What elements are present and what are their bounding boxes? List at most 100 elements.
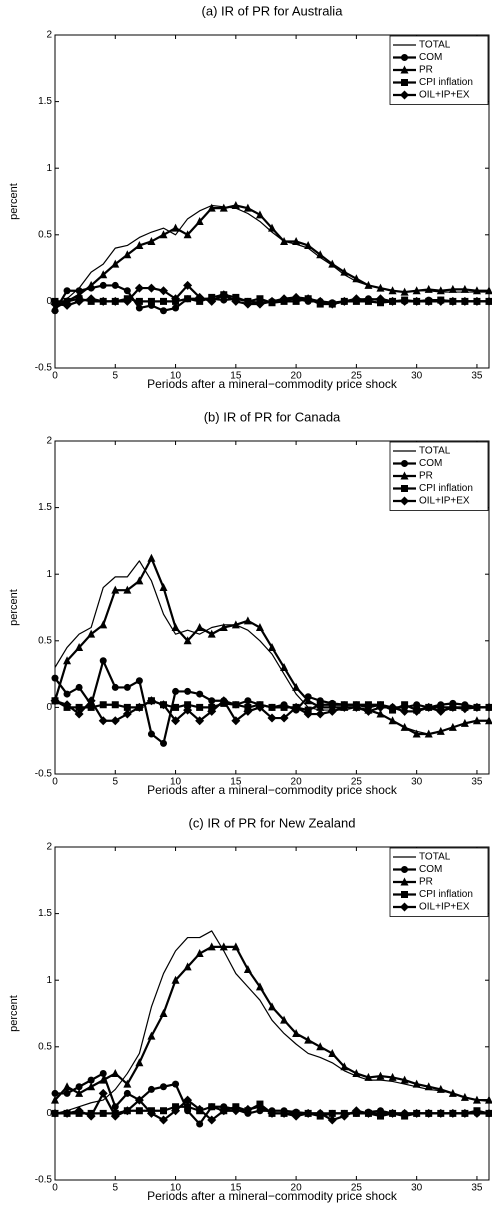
marker-square xyxy=(135,1107,143,1115)
marker-diamond xyxy=(484,296,492,306)
marker-diamond xyxy=(255,702,265,712)
marker-diamond xyxy=(231,1106,241,1116)
x-tick-label: 5 xyxy=(112,1183,118,1194)
marker-triangle xyxy=(171,622,180,631)
marker-diamond xyxy=(363,706,373,716)
marker-circle xyxy=(172,1080,180,1088)
x-tick-label: 0 xyxy=(52,777,58,788)
chart-title: (a) IR of PR for Australia xyxy=(202,3,344,18)
marker-triangle xyxy=(448,1088,457,1097)
marker-diamond xyxy=(171,1106,181,1116)
marker-diamond xyxy=(231,716,241,726)
marker-diamond xyxy=(267,296,277,306)
marker-triangle xyxy=(292,682,301,691)
marker-diamond xyxy=(62,300,72,310)
marker-diamond xyxy=(62,700,72,710)
marker-triangle xyxy=(304,696,313,705)
marker-square xyxy=(99,701,107,709)
marker-triangle xyxy=(159,583,168,592)
marker-square xyxy=(280,703,288,711)
chart-title: (c) IR of PR for New Zealand xyxy=(189,815,356,830)
marker-diamond xyxy=(327,299,337,309)
x-tick-label: 20 xyxy=(291,371,303,382)
y-tick-label: 2 xyxy=(46,842,52,853)
y-tick-label: -0.5 xyxy=(35,1175,53,1186)
marker-circle xyxy=(99,281,107,289)
y-tick-label: 0 xyxy=(46,702,52,713)
marker-triangle xyxy=(472,1095,481,1104)
y-tick-label: 1 xyxy=(46,975,52,986)
x-tick-label: 10 xyxy=(170,1183,182,1194)
marker-diamond xyxy=(122,296,132,306)
plot-frame xyxy=(54,846,490,1181)
marker-diamond xyxy=(50,1108,60,1118)
marker-diamond xyxy=(50,696,60,706)
marker-circle xyxy=(111,683,119,691)
marker-diamond xyxy=(291,702,301,712)
marker-square xyxy=(75,703,83,711)
marker-triangle xyxy=(123,250,132,259)
marker-diamond xyxy=(436,296,446,306)
marker-triangle xyxy=(255,622,264,631)
marker-circle xyxy=(111,1103,119,1111)
marker-triangle xyxy=(436,286,445,295)
marker-triangle xyxy=(280,1015,289,1024)
x-tick-label: 30 xyxy=(411,371,423,382)
marker-diamond xyxy=(86,696,96,706)
marker-square xyxy=(364,701,372,709)
marker-diamond xyxy=(183,1095,193,1105)
marker-triangle xyxy=(268,1002,276,1011)
marker-triangle xyxy=(219,942,228,951)
marker-diamond xyxy=(412,296,422,306)
marker-triangle xyxy=(123,585,132,594)
marker-circle xyxy=(208,697,216,705)
marker-circle xyxy=(244,697,252,705)
marker-circle xyxy=(196,1120,204,1128)
marker-diamond xyxy=(243,706,253,716)
marker-triangle xyxy=(183,230,192,239)
marker-diamond xyxy=(448,1108,458,1118)
marker-triangle xyxy=(472,286,481,295)
legend-label: OIL+IP+EX xyxy=(419,90,470,101)
marker-triangle xyxy=(388,716,397,725)
marker-diamond xyxy=(484,702,492,712)
legend-label: OIL+IP+EX xyxy=(419,902,470,913)
marker-triangle xyxy=(436,726,445,735)
marker-diamond xyxy=(400,496,409,506)
marker-circle xyxy=(160,739,167,747)
y-tick-label: 0.5 xyxy=(38,635,52,646)
x-tick-label: 15 xyxy=(230,1183,242,1194)
marker-diamond xyxy=(388,702,398,712)
marker-triangle xyxy=(328,259,337,268)
marker-triangle xyxy=(376,1071,385,1080)
marker-diamond xyxy=(255,1102,265,1112)
x-tick-label: 0 xyxy=(52,371,58,382)
x-tick-label: 10 xyxy=(170,371,182,382)
marker-triangle xyxy=(424,1082,433,1091)
marker-diamond xyxy=(436,1108,446,1118)
marker-triangle xyxy=(243,203,252,212)
marker-diamond xyxy=(388,296,398,306)
marker-square xyxy=(316,701,324,709)
marker-diamond xyxy=(315,709,325,719)
marker-triangle xyxy=(231,200,240,209)
marker-circle xyxy=(160,307,167,315)
marker-diamond xyxy=(207,1115,217,1125)
marker-diamond xyxy=(98,296,108,306)
marker-triangle xyxy=(171,975,180,984)
marker-diamond xyxy=(207,706,217,716)
marker-triangle xyxy=(316,250,325,259)
marker-circle xyxy=(123,1089,131,1097)
marker-diamond xyxy=(279,1108,289,1118)
marker-triangle xyxy=(207,629,216,638)
marker-diamond xyxy=(448,702,458,712)
marker-triangle xyxy=(448,722,457,731)
marker-triangle xyxy=(135,240,144,249)
marker-diamond xyxy=(195,1104,205,1114)
marker-diamond xyxy=(74,709,84,719)
marker-circle xyxy=(196,690,204,698)
marker-triangle xyxy=(123,1079,132,1088)
y-tick-label: 1.5 xyxy=(38,96,52,107)
x-tick-label: 25 xyxy=(351,371,363,382)
marker-circle xyxy=(401,460,408,467)
